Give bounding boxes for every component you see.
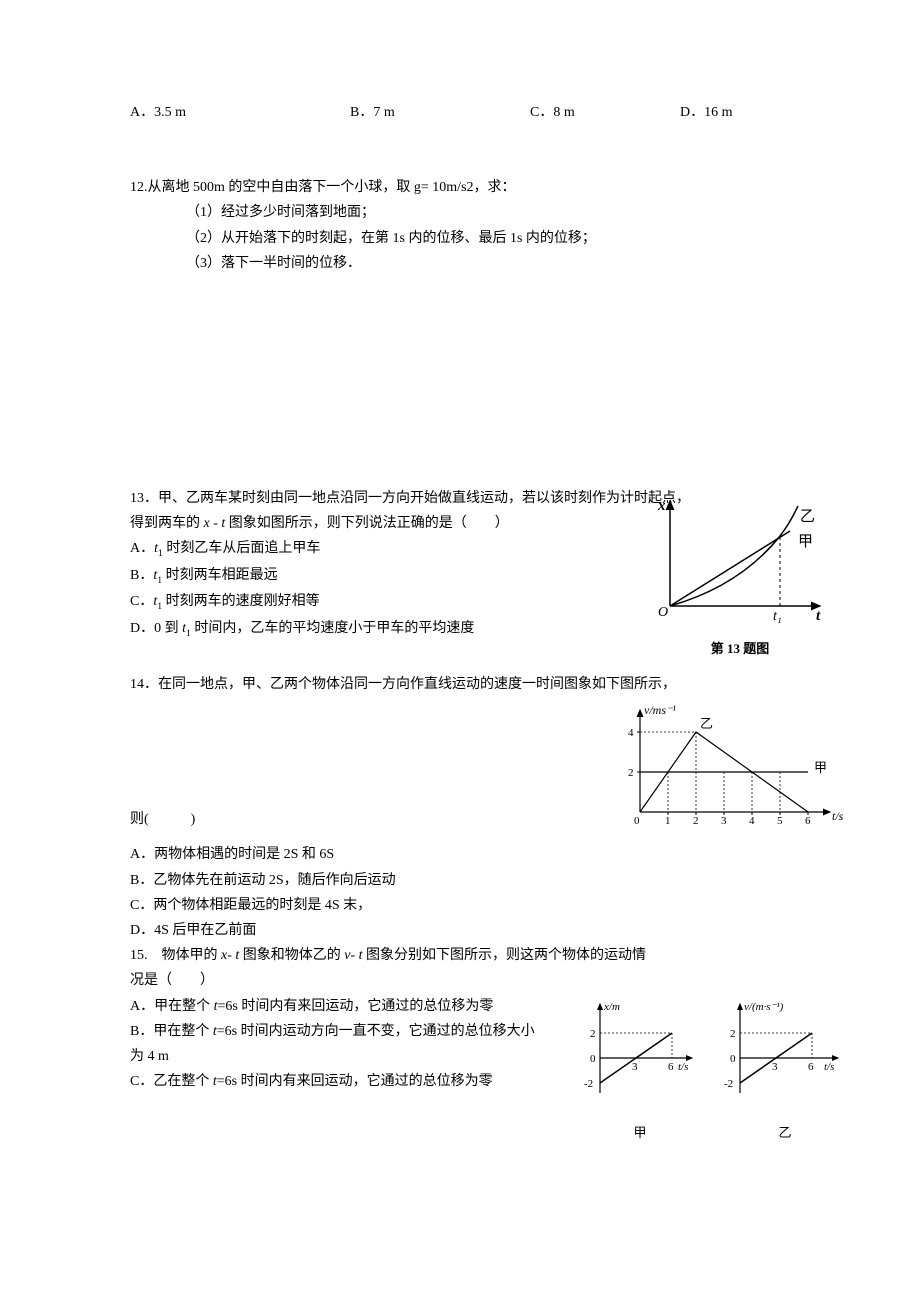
q15-a-post: =6s 时间内有来回运动，它通过的总位移为零 xyxy=(218,999,494,1014)
svg-text:乙: 乙 xyxy=(800,509,815,525)
q12-stem: 12.从离地 500m 的空中自由落下一个小球，取 g= 10m/s2，求： xyxy=(130,175,820,200)
svg-text:乙: 乙 xyxy=(700,716,713,731)
svg-text:甲: 甲 xyxy=(814,760,827,775)
q13-option-a: A．t1 时刻乙车从后面追上甲车 xyxy=(130,536,640,562)
q13-option-b: B．t1 时刻两车相距最远 xyxy=(130,563,640,589)
q13-graph: x t O 乙 甲 t₁ 第 13 题图 xyxy=(650,496,830,661)
q13-l2-pre: 得到两车的 xyxy=(130,516,204,531)
svg-text:0: 0 xyxy=(730,1053,736,1065)
q13-option-c: C．t1 时刻两车的速度刚好相等 xyxy=(130,589,640,615)
svg-text:x: x xyxy=(657,498,666,514)
svg-text:6: 6 xyxy=(805,815,811,827)
svg-text:4: 4 xyxy=(628,727,634,739)
q11-option-a: A．3.5 m xyxy=(130,100,350,125)
q12-part2: （2）从开始落下的时刻起，在第 1s 内的位移、最后 1s 内的位移； xyxy=(130,226,820,251)
svg-text:4: 4 xyxy=(749,815,755,827)
q15-graph-jia: x/m t/s 2 0 -2 3 6 甲 xyxy=(580,998,700,1145)
q13-d-post: 时间内，乙车的平均速度小于甲车的平均速度 xyxy=(191,621,475,636)
q11-option-d: D．16 m xyxy=(680,100,800,125)
svg-text:2: 2 xyxy=(693,815,699,827)
q15-option-a: A．甲在整个 t=6s 时间内有来回运动，它通过的总位移为零 xyxy=(130,994,630,1019)
q15-c-pre: C．乙在整个 xyxy=(130,1074,213,1089)
q15-option-b: B．甲在整个 t=6s 时间内运动方向一直不变，它通过的总位移大小 xyxy=(130,1019,630,1044)
svg-text:2: 2 xyxy=(590,1028,596,1040)
q11-option-b: B．7 m xyxy=(350,100,530,125)
q15-l1-post: 图象分别如下图所示，则这两个物体的运动情 xyxy=(363,948,647,963)
svg-text:t/s: t/s xyxy=(678,1061,688,1073)
q15-label-yi: 乙 xyxy=(778,1121,791,1144)
q14-option-c: C．两个物体相距最远的时刻是 4S 末， xyxy=(130,893,820,918)
svg-text:0: 0 xyxy=(634,815,640,827)
q12-part3: （3）落下一半时间的位移． xyxy=(130,251,820,276)
q14-option-a: A．两物体相遇的时间是 2S 和 6S xyxy=(130,842,820,867)
svg-text:6: 6 xyxy=(808,1061,814,1073)
svg-text:3: 3 xyxy=(772,1061,778,1073)
q13: 13．甲、乙两车某时刻由同一地点沿同一方向开始做直线运动，若以该时刻作为计时起点… xyxy=(130,486,820,642)
svg-text:3: 3 xyxy=(632,1061,638,1073)
svg-text:v/ms⁻¹: v/ms⁻¹ xyxy=(644,703,676,717)
svg-text:5: 5 xyxy=(777,815,783,827)
q15-options: A．甲在整个 t=6s 时间内有来回运动，它通过的总位移为零 B．甲在整个 t=… xyxy=(130,994,630,1095)
q15-line2: 况是（ ） xyxy=(130,968,820,993)
q12: 12.从离地 500m 的空中自由落下一个小球，取 g= 10m/s2，求： （… xyxy=(130,175,820,276)
q13-b-pre: B． xyxy=(130,568,153,583)
svg-text:t/s: t/s xyxy=(832,809,844,823)
q15-option-b-line2: 为 4 m xyxy=(130,1044,630,1069)
svg-text:3: 3 xyxy=(721,815,727,827)
q13-l2-var: x - t xyxy=(204,516,226,531)
svg-text:2: 2 xyxy=(730,1028,736,1040)
q15-option-c: C．乙在整个 t=6s 时间内有来回运动，它通过的总位移为零 xyxy=(130,1069,630,1094)
svg-text:O: O xyxy=(658,605,668,620)
q15-b-post1: =6s 时间内运动方向一直不变，它通过的总位移大小 xyxy=(217,1024,535,1039)
q15-graphs: x/m t/s 2 0 -2 3 6 甲 xyxy=(580,998,850,1145)
q15: 15. 物体甲的 x- t 图象和物体乙的 v- t 图象分别如下图所示，则这两… xyxy=(130,943,820,1094)
svg-text:1: 1 xyxy=(665,815,671,827)
svg-text:0: 0 xyxy=(590,1053,596,1065)
q13-c-pre: C． xyxy=(130,594,153,609)
q11-option-c: C．8 m xyxy=(530,100,680,125)
q12-part1: （1）经过多少时间落到地面； xyxy=(130,200,820,225)
svg-text:t: t xyxy=(816,608,821,624)
q15-line1: 15. 物体甲的 x- t 图象和物体乙的 v- t 图象分别如下图所示，则这两… xyxy=(130,943,820,968)
q13-a-pre: A． xyxy=(130,541,154,556)
q14-graph: v/ms⁻¹ t/s 2 4 0 1 2 3 4 5 6 乙 甲 xyxy=(610,702,850,841)
q15-l1-mid: 图象和物体乙的 xyxy=(239,948,344,963)
q13-a-post: 时刻乙车从后面追上甲车 xyxy=(163,541,321,556)
spacer xyxy=(130,286,820,486)
q15-a-pre: A．甲在整个 xyxy=(130,999,214,1014)
q13-b-post: 时刻两车相距最远 xyxy=(162,568,278,583)
q14-option-b: B．乙物体先在前运动 2S，随后作向后运动 xyxy=(130,868,820,893)
q15-c-post: =6s 时间内有来回运动，它通过的总位移为零 xyxy=(217,1074,493,1089)
q15-l1-v1: x- t xyxy=(221,948,239,963)
svg-text:x/m: x/m xyxy=(603,1001,620,1013)
q15-l1-pre: 15. 物体甲的 xyxy=(130,948,221,963)
svg-text:v/(m·s⁻¹): v/(m·s⁻¹) xyxy=(744,1001,784,1013)
svg-text:6: 6 xyxy=(668,1061,674,1073)
svg-text:2: 2 xyxy=(628,767,634,779)
q14-option-d: D．4S 后甲在乙前面 xyxy=(130,918,820,943)
q15-label-jia: 甲 xyxy=(633,1121,646,1144)
q13-caption: 第 13 题图 xyxy=(650,637,830,660)
q13-l2-post: 图象如图所示，则下列说法正确的是（ ） xyxy=(225,516,509,531)
q14: 14．在同一地点，甲、乙两个物体沿同一方向作直线运动的速度一时间图象如下图所示， xyxy=(130,672,820,943)
svg-text:t/s: t/s xyxy=(824,1061,834,1073)
svg-text:-2: -2 xyxy=(724,1078,733,1090)
q15-b-pre: B．甲在整个 xyxy=(130,1024,213,1039)
q15-graph-yi: v/(m·s⁻¹) t/s 2 0 -2 3 6 乙 xyxy=(720,998,850,1145)
q13-option-d: D．0 到 t1 时间内，乙车的平均速度小于甲车的平均速度 xyxy=(130,616,640,642)
svg-text:甲: 甲 xyxy=(798,534,813,550)
q14-stem: 14．在同一地点，甲、乙两个物体沿同一方向作直线运动的速度一时间图象如下图所示， xyxy=(130,672,820,697)
q11-options: A．3.5 m B．7 m C．8 m D．16 m xyxy=(130,100,820,125)
q13-d-pre: D．0 到 xyxy=(130,621,182,636)
q15-l1-v2: v- t xyxy=(344,948,362,963)
svg-text:-2: -2 xyxy=(584,1078,593,1090)
q13-c-post: 时刻两车的速度刚好相等 xyxy=(162,594,320,609)
svg-text:t₁: t₁ xyxy=(773,609,782,624)
q13-options: A．t1 时刻乙车从后面追上甲车 B．t1 时刻两车相距最远 C．t1 时刻两车… xyxy=(130,536,640,642)
